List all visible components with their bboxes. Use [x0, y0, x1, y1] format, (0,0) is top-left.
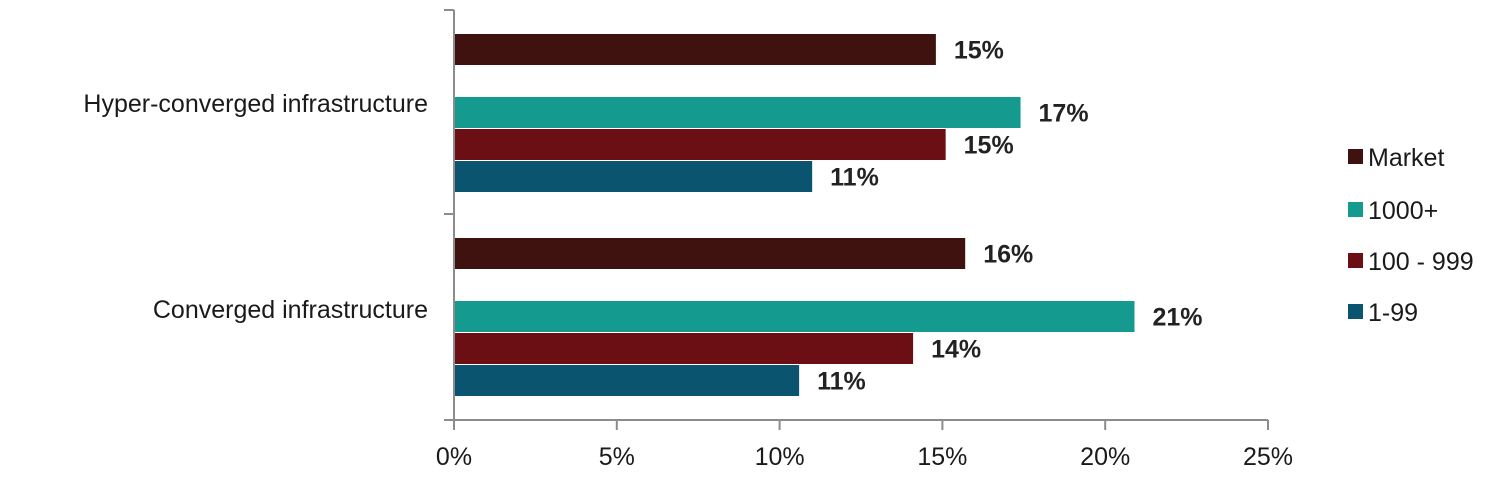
legend-swatch [1348, 149, 1363, 164]
data-label: 11% [817, 368, 866, 396]
legend-label: Market [1368, 144, 1444, 172]
bar-1000--1 [454, 301, 1135, 332]
data-label: 17% [1039, 100, 1089, 128]
data-label: 11% [830, 164, 879, 192]
legend: Market 1000+ 100 - 999 1-99 [1348, 144, 1474, 327]
bar-1000--0 [454, 97, 1021, 128]
x-tick-label: 20% [1080, 443, 1130, 471]
legend-swatch [1348, 304, 1363, 319]
data-label: 14% [931, 336, 981, 364]
x-tick-label: 0% [436, 443, 472, 471]
category-label: Converged infrastructure [153, 296, 428, 324]
legend-label: 100 - 999 [1368, 248, 1474, 276]
bar-1-99-1 [454, 365, 800, 396]
data-label: 15% [954, 37, 1004, 65]
legend-label: 1000+ [1368, 197, 1438, 225]
x-tick-label: 10% [755, 443, 805, 471]
legend-label: 1-99 [1368, 299, 1418, 327]
x-tick-label: 5% [599, 443, 635, 471]
bar-market-0 [454, 34, 936, 65]
bar-1-99-0 [454, 161, 813, 192]
bar-100-999-0 [454, 129, 946, 160]
bar-market-1 [454, 238, 966, 269]
bar-100-999-1 [454, 333, 914, 364]
plot-area: 15% 16% 17% 21% 15% 14% 11% 11% Hyper-converged … [83, 9, 1293, 471]
data-label: 15% [964, 132, 1014, 160]
data-label: 21% [1153, 304, 1203, 332]
x-tick-label: 25% [1243, 443, 1293, 471]
category-label: Hyper-converged infrastructure [83, 90, 428, 118]
legend-swatch [1348, 202, 1363, 217]
legend-swatch [1348, 253, 1363, 268]
data-label: 16% [983, 241, 1033, 269]
x-tick-label: 15% [917, 443, 967, 471]
